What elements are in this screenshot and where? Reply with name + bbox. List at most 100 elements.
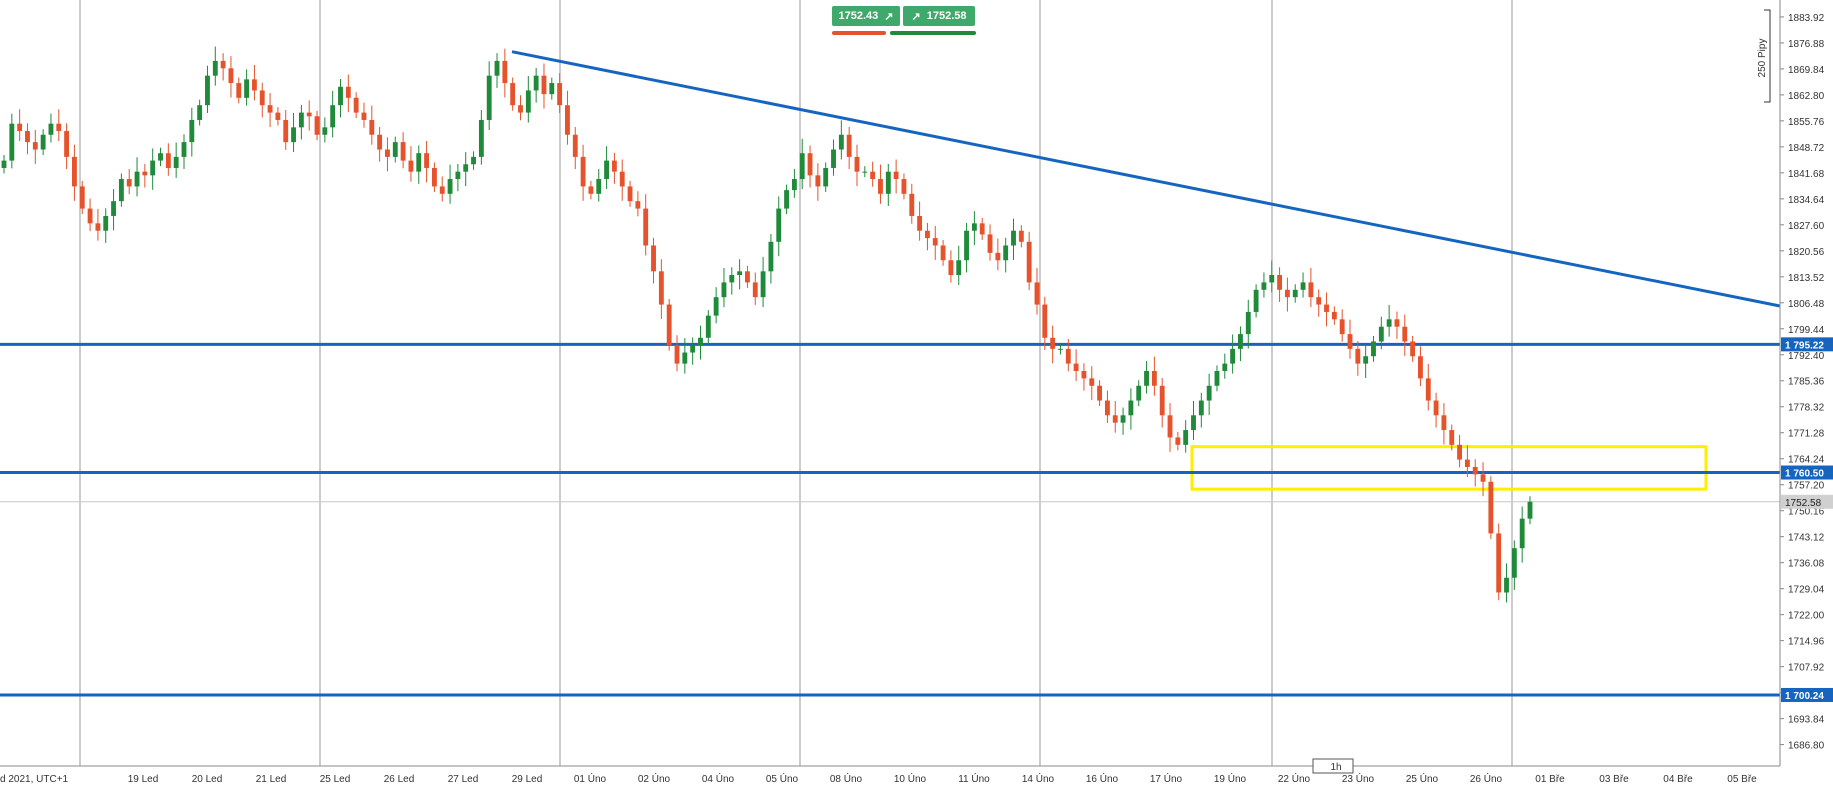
candle[interactable] <box>721 268 727 308</box>
candle[interactable] <box>220 53 226 81</box>
candle[interactable] <box>666 299 672 351</box>
candle[interactable] <box>674 335 680 372</box>
candle[interactable] <box>1261 272 1267 298</box>
candle[interactable] <box>1112 400 1118 433</box>
candle[interactable] <box>267 93 273 127</box>
candle[interactable] <box>330 90 336 138</box>
candle[interactable] <box>478 110 484 165</box>
candle[interactable] <box>56 109 62 142</box>
candle[interactable] <box>228 56 234 98</box>
candle[interactable] <box>1018 225 1024 248</box>
candle[interactable] <box>408 146 414 182</box>
candle[interactable] <box>956 245 962 285</box>
candle[interactable] <box>1519 506 1525 563</box>
candle[interactable] <box>283 110 289 150</box>
candle[interactable] <box>737 259 743 290</box>
candle[interactable] <box>1104 390 1110 424</box>
candle[interactable] <box>752 272 758 305</box>
candle[interactable] <box>1496 523 1502 601</box>
candle[interactable] <box>964 222 969 273</box>
candle[interactable] <box>1026 231 1032 291</box>
candle[interactable] <box>1425 363 1431 411</box>
candle[interactable] <box>1449 424 1455 451</box>
candle[interactable] <box>1441 403 1447 445</box>
support-zone-rectangle[interactable] <box>1190 445 1708 491</box>
candle[interactable] <box>549 77 555 100</box>
candle[interactable] <box>651 237 656 284</box>
candle[interactable] <box>1324 292 1329 327</box>
candle[interactable] <box>471 151 476 170</box>
candle[interactable] <box>87 198 93 232</box>
candle[interactable] <box>572 126 578 170</box>
candle[interactable] <box>392 136 398 163</box>
candle[interactable] <box>940 239 946 266</box>
candle[interactable] <box>291 112 296 153</box>
descending-trendline[interactable] <box>511 50 1781 308</box>
candle[interactable] <box>627 180 633 207</box>
candle[interactable] <box>165 143 171 176</box>
candle[interactable] <box>1277 267 1283 302</box>
candle[interactable] <box>1191 400 1196 441</box>
candle[interactable] <box>510 77 516 111</box>
candle[interactable] <box>1394 311 1400 339</box>
candle[interactable] <box>1238 326 1243 362</box>
candle[interactable] <box>385 137 390 172</box>
candle[interactable] <box>181 134 187 170</box>
candle[interactable] <box>259 82 265 118</box>
candle[interactable] <box>118 173 124 207</box>
candle[interactable] <box>369 105 375 145</box>
candle[interactable] <box>1371 335 1376 362</box>
candle[interactable] <box>502 48 508 98</box>
candle[interactable] <box>619 159 625 201</box>
candle[interactable] <box>1433 392 1439 428</box>
candle[interactable] <box>690 337 696 365</box>
candle[interactable] <box>893 159 899 194</box>
candle[interactable] <box>1355 341 1361 376</box>
candle[interactable] <box>431 162 437 192</box>
candle[interactable] <box>799 138 805 190</box>
candle[interactable] <box>901 173 907 200</box>
candle[interactable] <box>79 180 85 215</box>
candle[interactable] <box>838 120 844 160</box>
candle[interactable] <box>1488 476 1494 539</box>
candle[interactable] <box>1504 563 1509 603</box>
candle[interactable] <box>1206 373 1212 415</box>
candle[interactable] <box>314 110 320 141</box>
candle[interactable] <box>604 146 610 190</box>
candle[interactable] <box>885 163 891 206</box>
candle[interactable] <box>580 144 586 201</box>
candle[interactable] <box>878 164 883 204</box>
timeframe-badge[interactable] <box>1312 758 1354 774</box>
candle[interactable] <box>635 191 641 217</box>
candle[interactable] <box>1347 319 1353 359</box>
candle[interactable] <box>95 208 101 241</box>
candle[interactable] <box>1081 363 1087 391</box>
candle[interactable] <box>439 176 445 202</box>
candle[interactable] <box>1472 459 1478 487</box>
candle[interactable] <box>1097 380 1103 407</box>
candle[interactable] <box>987 224 993 261</box>
candle[interactable] <box>1253 284 1259 318</box>
candle[interactable] <box>1050 325 1056 364</box>
candle[interactable] <box>1402 314 1408 356</box>
candle[interactable] <box>111 189 116 231</box>
candle[interactable] <box>815 163 821 201</box>
candle[interactable] <box>1480 462 1486 497</box>
candle[interactable] <box>791 169 797 198</box>
candle[interactable] <box>9 113 15 169</box>
candle[interactable] <box>932 225 938 260</box>
ask-price-box[interactable]: ↗ 1752.58 <box>903 6 975 26</box>
candle[interactable] <box>251 64 257 101</box>
candle[interactable] <box>322 117 328 143</box>
candle[interactable] <box>150 148 156 190</box>
candle[interactable] <box>995 238 1001 271</box>
candle[interactable] <box>1151 356 1157 396</box>
candle[interactable] <box>776 196 782 257</box>
candle[interactable] <box>846 126 852 170</box>
candle[interactable] <box>565 90 570 145</box>
candle[interactable] <box>1339 309 1345 342</box>
candle[interactable] <box>416 145 422 184</box>
candle[interactable] <box>924 222 930 251</box>
candle[interactable] <box>1410 335 1416 362</box>
candle[interactable] <box>1245 299 1251 349</box>
